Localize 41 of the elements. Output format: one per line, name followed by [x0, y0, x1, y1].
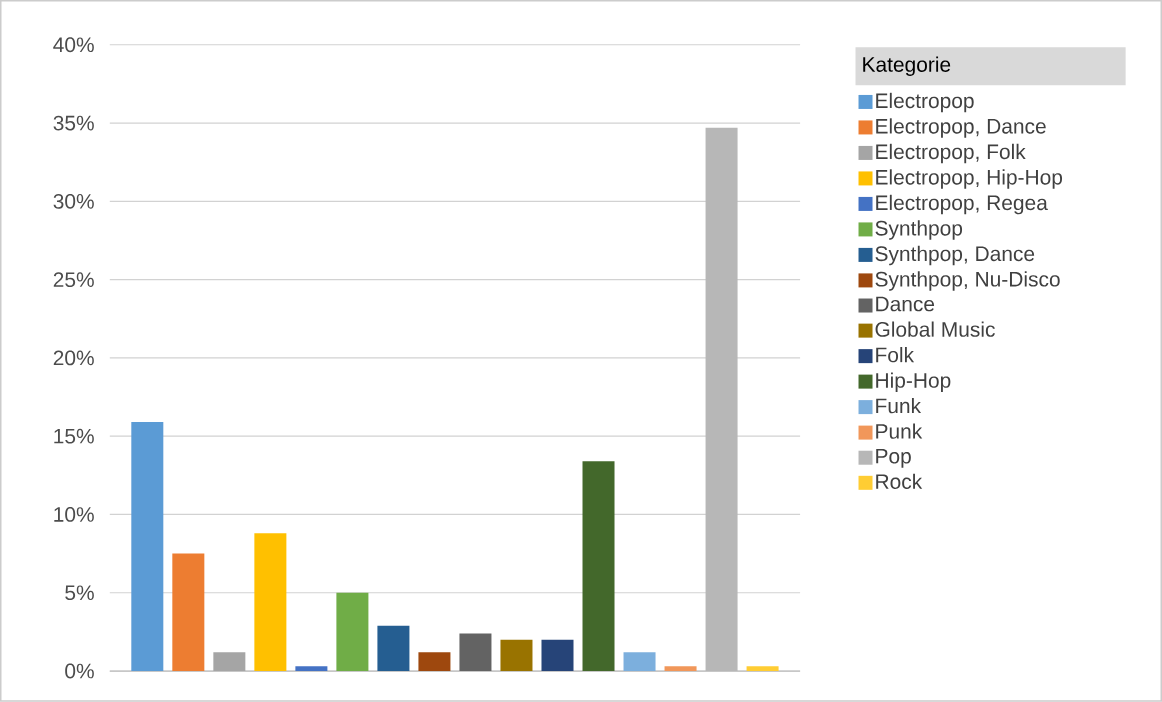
legend-label: Electropop, Regea — [876, 194, 1048, 215]
y-tick-label: 25% — [53, 272, 94, 288]
y-tick-label: 35% — [53, 115, 94, 131]
bar — [213, 652, 246, 672]
legend-label: Synthpop, Dance — [875, 245, 1035, 266]
legend-label: Dance — [876, 296, 935, 312]
bar — [623, 652, 656, 672]
bar — [295, 666, 328, 672]
bar — [131, 422, 164, 672]
bar — [582, 461, 615, 672]
bar — [746, 666, 779, 672]
y-tick-label: 30% — [53, 194, 94, 209]
legend-label: Global Music — [875, 321, 995, 337]
bar — [459, 633, 492, 672]
legend-label: Pop — [876, 449, 911, 468]
legend-label: Synthpop, Nu-Disco — [875, 271, 1060, 291]
y-tick-label: 10% — [54, 507, 94, 522]
y-tick-label: 40% — [53, 37, 94, 53]
bar — [254, 533, 287, 672]
bar — [377, 625, 410, 672]
legend-label: Folk — [876, 347, 915, 363]
bar — [336, 592, 369, 672]
legend-label: Electropop — [876, 92, 974, 113]
legend-label: Synthpop — [875, 220, 963, 240]
legend-label: Rock — [876, 473, 923, 490]
bar — [664, 666, 697, 672]
legend-label: Punk — [876, 423, 923, 439]
y-tick-label: 20% — [53, 350, 94, 366]
legend-label: Electropop, Dance — [876, 118, 1046, 138]
legend-title: Kategorie — [863, 56, 951, 77]
legend-label: Electropop, Hip-Hop — [876, 169, 1063, 189]
y-tick-label: 0% — [65, 663, 94, 679]
y-tick-label: 5% — [65, 585, 94, 601]
legend-label: Hip-Hop — [876, 372, 951, 393]
bar — [172, 553, 205, 672]
legend-label: Funk — [876, 398, 922, 414]
bar — [500, 639, 533, 672]
bar — [541, 639, 574, 672]
legend-label: Electropop, Folk — [876, 143, 1026, 164]
bar — [418, 652, 451, 672]
y-tick-label: 15% — [54, 428, 94, 444]
